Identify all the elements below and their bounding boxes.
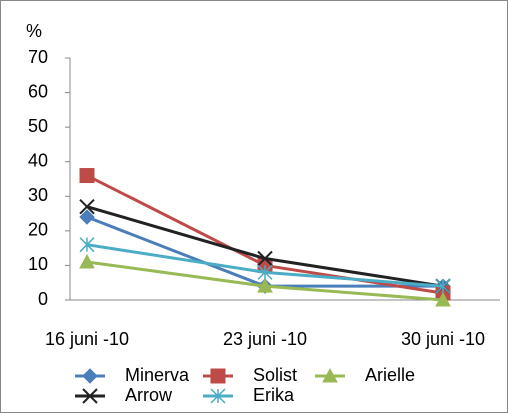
marker xyxy=(257,250,273,267)
marker xyxy=(257,278,273,293)
marker xyxy=(79,168,95,184)
legend-label: Erika xyxy=(253,385,295,405)
y-tick-label: 70 xyxy=(28,47,48,67)
marker xyxy=(79,209,95,225)
legend-marker xyxy=(210,388,226,404)
y-tick-label: 40 xyxy=(28,150,48,170)
y-tick-label: 60 xyxy=(28,81,48,101)
y-axis-label: % xyxy=(26,21,42,41)
marker xyxy=(257,264,273,280)
marker xyxy=(79,253,95,269)
legend-marker xyxy=(322,367,338,383)
y-tick-label: 50 xyxy=(28,116,48,136)
y-tick-label: 20 xyxy=(28,220,48,240)
legend-marker xyxy=(82,388,98,404)
marker xyxy=(435,278,451,294)
y-tick-label: 30 xyxy=(28,185,48,205)
legend-label: Arrow xyxy=(125,385,173,405)
marker xyxy=(79,198,95,215)
legend-label: Minerva xyxy=(125,365,190,385)
y-tick-label: 0 xyxy=(38,289,48,309)
legend-marker xyxy=(82,368,98,384)
x-tick-label: 30 juni -10 xyxy=(401,329,485,349)
marker xyxy=(79,237,95,253)
legend-marker xyxy=(210,368,226,384)
legend-label: Arielle xyxy=(365,365,415,385)
y-tick-label: 10 xyxy=(28,254,48,274)
x-tick-label: 16 juni -10 xyxy=(45,329,129,349)
x-tick-label: 23 juni -10 xyxy=(223,329,307,349)
marker xyxy=(435,291,451,307)
legend-label: Solist xyxy=(253,365,297,385)
